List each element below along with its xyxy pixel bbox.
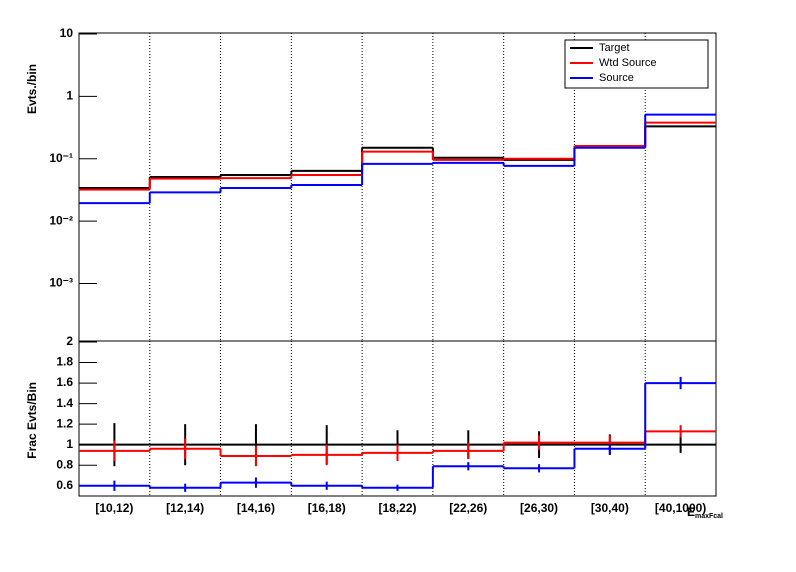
y-tick-label: 1	[66, 89, 73, 103]
y-tick-label: 1.2	[56, 416, 73, 430]
y-tick-label: 1.8	[56, 355, 73, 369]
y-tick-label: 0.8	[56, 457, 73, 471]
x-axis-label-main: E	[687, 505, 695, 519]
y-tick-label: 10⁻³	[49, 276, 73, 290]
plot-frame	[78, 340, 717, 497]
y-tick-label: 1	[66, 437, 73, 451]
x-tick-label: [10,12)	[95, 501, 133, 515]
x-tick-label: [26,30)	[520, 501, 558, 515]
y-axis-label: Frac Evts/Bin	[25, 382, 39, 459]
x-tick-label: [14,16)	[237, 501, 275, 515]
y-tick-label: 1.4	[56, 396, 73, 410]
x-axis-label-subscript: maxFcal	[695, 513, 723, 520]
y-axis-label: Evts./bin	[25, 64, 39, 114]
x-tick-label: [30,40)	[591, 501, 629, 515]
x-tick-label: [16,18)	[308, 501, 346, 515]
y-tick-label: 0.6	[56, 478, 73, 492]
x-tick-label: [40,1000)	[655, 501, 706, 515]
y-tick-label: 1.6	[56, 375, 73, 389]
legend-label: Target	[599, 42, 630, 54]
y-tick-label: 2	[66, 334, 73, 348]
legend-label: Source	[599, 72, 634, 84]
legend-label: Wtd Source	[599, 57, 656, 69]
x-axis-label: EmaxFcal	[687, 505, 723, 520]
y-tick-label: 10	[60, 26, 74, 40]
x-tick-label: [22,26)	[449, 501, 487, 515]
x-tick-label: [18,22)	[378, 501, 416, 515]
y-tick-label: 10⁻²	[49, 213, 73, 227]
y-tick-label: 10⁻¹	[49, 151, 73, 165]
x-tick-label: [12,14)	[166, 501, 204, 515]
